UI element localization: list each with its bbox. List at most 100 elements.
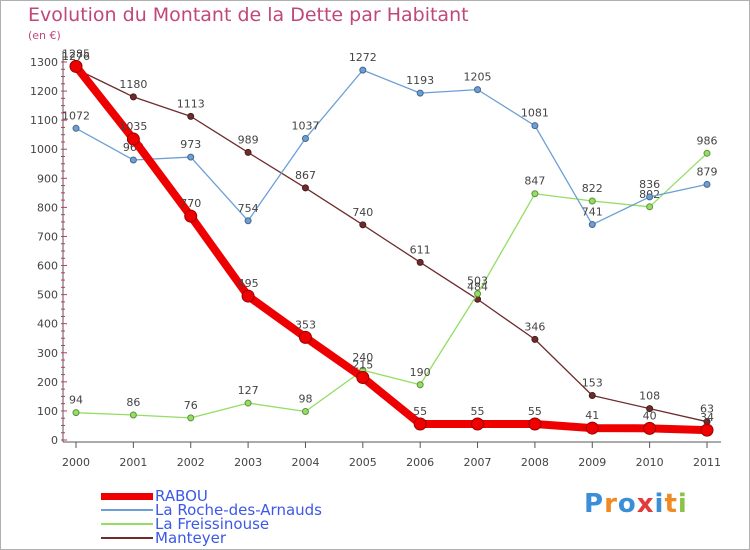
data-label: 503 (467, 275, 488, 288)
data-point (531, 122, 539, 130)
legend-label: La Freissinouse (155, 515, 270, 533)
x-tick-label: 2011 (693, 456, 721, 469)
data-label: 867 (295, 169, 316, 182)
data-label: 1205 (464, 71, 492, 84)
data-label: 34 (700, 411, 714, 424)
data-label: 94 (69, 394, 83, 407)
data-point (187, 112, 195, 120)
y-tick-label: 1100 (30, 114, 58, 127)
data-point (588, 221, 596, 229)
data-label: 153 (582, 377, 603, 390)
data-label: 55 (413, 405, 427, 418)
chart-title: Evolution du Montant de la Dette par Hab… (28, 4, 469, 26)
data-point (531, 190, 539, 198)
legend-label: RABOU (155, 487, 208, 505)
logo-letter: r (604, 489, 618, 519)
data-label: 346 (524, 320, 545, 333)
data-point (528, 417, 542, 431)
data-label: 986 (697, 134, 718, 147)
data-label: 127 (238, 384, 259, 397)
logo-letter: t (664, 489, 678, 519)
data-label: 822 (582, 182, 603, 195)
data-label: 40 (643, 409, 657, 422)
logo-letter: i (677, 489, 688, 519)
data-point (301, 134, 309, 142)
data-point (244, 399, 252, 407)
data-label: 754 (238, 202, 259, 215)
data-label: 353 (295, 318, 316, 331)
y-tick-label: 900 (37, 172, 58, 185)
data-label: 495 (238, 277, 259, 290)
logo-letter: o (617, 489, 637, 519)
series-line (75, 69, 708, 226)
proxiti-logo: Proxiti (584, 489, 688, 519)
data-point (588, 392, 596, 400)
x-tick-label: 2003 (234, 456, 262, 469)
x-tick-label: 2000 (62, 456, 90, 469)
data-point (588, 197, 596, 205)
data-point (700, 423, 714, 437)
data-point (646, 193, 654, 201)
legend-item: La Freissinouse (101, 515, 322, 533)
legend-swatch (101, 509, 153, 511)
series-line (75, 68, 708, 423)
data-point (129, 411, 137, 419)
data-label: 1285 (62, 47, 90, 60)
unit-label: (en €) (28, 29, 61, 42)
data-point (187, 414, 195, 422)
data-label: 1276 (62, 50, 90, 63)
data-label: 1113 (177, 97, 205, 110)
legend-label: La Roche-des-Arnauds (155, 501, 322, 519)
data-point (356, 370, 370, 384)
legend-item: La Roche-des-Arnauds (101, 501, 322, 519)
data-label: 190 (410, 366, 431, 379)
legend-swatch (101, 492, 153, 500)
legend-item: Manteyer (101, 529, 322, 547)
data-point (301, 408, 309, 416)
data-point (474, 86, 482, 94)
data-label: 55 (471, 405, 485, 418)
data-point (413, 417, 427, 431)
data-point (301, 184, 309, 192)
data-point (184, 209, 198, 223)
data-point (359, 66, 367, 74)
data-label: 240 (352, 351, 373, 364)
data-label: 1272 (349, 51, 377, 64)
legend-swatch (101, 537, 153, 539)
data-point (646, 405, 654, 413)
data-point (703, 149, 711, 157)
data-label: 98 (298, 393, 312, 406)
legend-label: Manteyer (155, 529, 227, 547)
legend-swatch (101, 523, 153, 525)
y-tick-label: 0 (51, 434, 58, 447)
x-tick-label: 2010 (636, 456, 664, 469)
data-point (471, 417, 485, 431)
data-point (585, 421, 599, 435)
logo-letter: P (584, 489, 605, 519)
data-label: 76 (184, 399, 198, 412)
x-tick-label: 2009 (578, 456, 606, 469)
y-tick-label: 200 (37, 376, 58, 389)
series-line (75, 152, 708, 419)
data-point (126, 132, 140, 146)
data-label: 215 (352, 358, 373, 371)
data-label: 836 (639, 178, 660, 191)
data-point (241, 289, 255, 303)
x-tick-label: 2008 (521, 456, 549, 469)
series-line (72, 62, 711, 435)
data-point (187, 153, 195, 161)
data-label: 989 (238, 133, 259, 146)
data-label: 611 (410, 243, 431, 256)
data-point (531, 335, 539, 343)
y-tick-label: 300 (37, 347, 58, 360)
legend-item: RABOU (101, 487, 322, 505)
x-tick-label: 2004 (291, 456, 319, 469)
y-tick-label: 1300 (30, 56, 58, 69)
data-label: 1072 (62, 109, 90, 122)
data-label: 86 (126, 396, 140, 409)
y-tick-label: 700 (37, 230, 58, 243)
y-tick-label: 400 (37, 318, 58, 331)
data-point (416, 89, 424, 97)
data-point (643, 421, 657, 435)
